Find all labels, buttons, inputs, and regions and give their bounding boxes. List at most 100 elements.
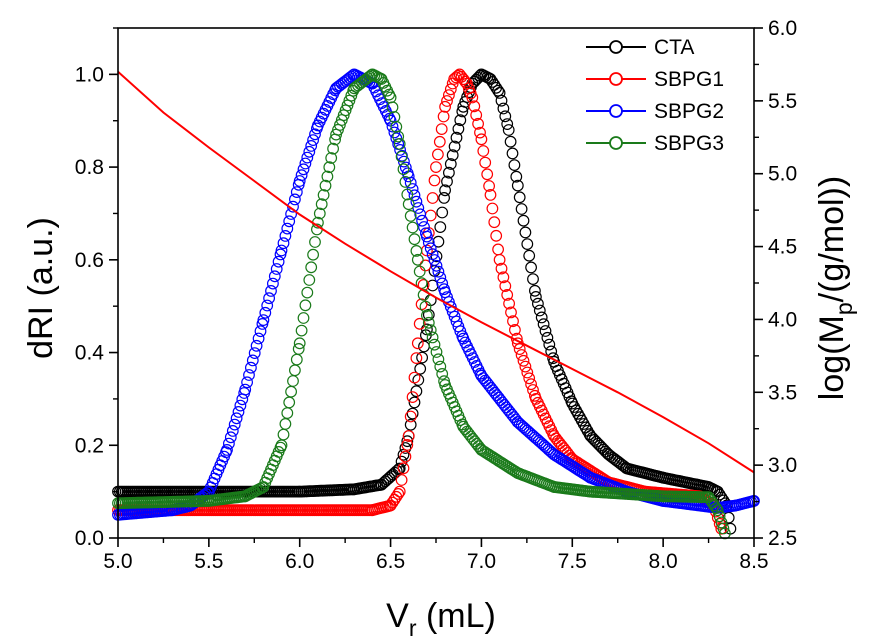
data-point xyxy=(399,442,412,454)
data-point xyxy=(504,135,517,148)
data-point xyxy=(289,193,301,206)
data-point xyxy=(474,126,486,139)
data-point xyxy=(325,152,338,164)
data-point xyxy=(493,253,506,266)
y-right-tick-label: 5.5 xyxy=(768,90,797,113)
y-right-tick-label: 4.5 xyxy=(768,236,797,259)
x-tick-label: 8.5 xyxy=(739,550,768,573)
data-point xyxy=(492,243,505,256)
data-point xyxy=(517,354,530,367)
data-point xyxy=(384,91,397,104)
y-left-tick-label: 0.0 xyxy=(75,527,104,550)
data-point xyxy=(439,100,452,113)
data-point xyxy=(541,331,554,344)
data-point xyxy=(432,265,445,278)
data-point xyxy=(507,315,519,328)
data-point xyxy=(713,488,726,501)
data-point xyxy=(412,374,425,386)
data-point xyxy=(402,430,415,442)
y-left-tick-label: 0.8 xyxy=(75,156,104,179)
data-point xyxy=(434,271,447,284)
data-point xyxy=(432,148,444,161)
data-point xyxy=(321,170,334,183)
data-point xyxy=(393,462,406,475)
data-point xyxy=(511,179,524,192)
data-point xyxy=(393,137,406,150)
data-point xyxy=(515,349,528,361)
y-left-tick-label: 1.0 xyxy=(75,63,104,86)
data-point xyxy=(428,338,441,351)
x-tick-label: 5.5 xyxy=(194,550,223,573)
data-point xyxy=(277,237,290,250)
data-point xyxy=(222,437,235,450)
data-point xyxy=(484,73,497,85)
data-point xyxy=(436,206,449,219)
data-point xyxy=(307,134,320,147)
legend-label: CTA xyxy=(654,36,694,59)
data-point xyxy=(490,229,503,242)
data-point xyxy=(299,157,312,170)
data-point xyxy=(418,340,430,353)
data-point xyxy=(406,407,419,420)
data-point xyxy=(252,332,265,345)
legend-label: SBPG2 xyxy=(654,100,724,123)
x-axis-title: Vr (mL) xyxy=(386,597,496,636)
data-point xyxy=(434,221,447,234)
x-tick-label: 5.0 xyxy=(103,550,132,573)
data-point xyxy=(283,396,296,409)
data-point xyxy=(285,385,298,398)
data-point xyxy=(230,412,243,425)
data-point xyxy=(287,375,299,387)
data-point xyxy=(454,325,467,338)
data-point xyxy=(466,91,479,104)
data-point xyxy=(493,86,506,99)
data-point xyxy=(399,161,412,174)
data-point xyxy=(250,339,263,352)
data-point xyxy=(495,262,508,275)
data-point xyxy=(523,372,536,385)
data-point xyxy=(411,337,424,350)
data-point xyxy=(410,385,423,398)
data-point xyxy=(502,124,515,136)
data-point xyxy=(428,254,441,266)
data-point xyxy=(239,383,252,396)
series-sbpg3 xyxy=(112,68,731,540)
data-point xyxy=(293,175,306,187)
data-point xyxy=(277,428,290,441)
data-point xyxy=(384,499,397,512)
y-left-tick-label: 0.4 xyxy=(75,342,105,365)
series-layer xyxy=(112,68,760,540)
data-point xyxy=(710,502,723,515)
data-point xyxy=(345,89,358,102)
data-point xyxy=(295,324,308,337)
data-point xyxy=(448,140,461,153)
data-point xyxy=(292,343,305,355)
data-point xyxy=(521,366,534,379)
y-left-tick-label: 0.2 xyxy=(75,434,104,457)
data-point xyxy=(416,214,429,227)
data-point xyxy=(525,261,537,274)
data-point xyxy=(406,221,419,234)
data-point xyxy=(503,297,516,310)
data-point xyxy=(717,522,730,535)
data-point xyxy=(299,299,312,312)
data-point xyxy=(421,309,433,322)
data-point xyxy=(443,89,455,101)
data-point xyxy=(397,448,410,461)
data-point xyxy=(392,488,405,500)
data-point xyxy=(433,135,446,148)
data-point xyxy=(397,462,410,475)
data-point xyxy=(430,346,443,358)
data-point xyxy=(410,244,423,257)
data-point xyxy=(303,145,316,158)
data-point xyxy=(479,156,492,169)
data-point xyxy=(437,110,450,123)
legend-marker xyxy=(609,40,623,54)
data-point xyxy=(388,126,401,139)
data-point xyxy=(435,123,448,136)
data-point xyxy=(430,259,443,272)
data-point xyxy=(488,216,501,229)
data-point xyxy=(265,285,277,297)
data-point xyxy=(401,435,414,448)
data-point xyxy=(519,360,532,373)
